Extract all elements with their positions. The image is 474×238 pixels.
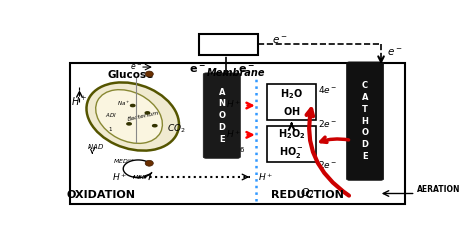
Text: $CO_2$: $CO_2$ [167, 122, 186, 135]
Ellipse shape [96, 90, 163, 143]
Text: $\mathbf{e^-}$: $\mathbf{e^-}$ [189, 63, 205, 75]
FancyBboxPatch shape [267, 84, 316, 120]
Text: $\mathbf{e^-}$: $\mathbf{e^-}$ [238, 63, 255, 75]
Text: $H^+$: $H^+$ [258, 171, 273, 183]
FancyBboxPatch shape [70, 63, 405, 204]
Text: $\mathbf{R_{ext}}$: $\mathbf{R_{ext}}$ [211, 37, 238, 52]
Text: $2e^-$: $2e^-$ [318, 118, 338, 129]
Text: OXIDATION: OXIDATION [67, 190, 136, 200]
Text: Membrane: Membrane [206, 69, 265, 79]
FancyBboxPatch shape [267, 126, 316, 162]
Text: A
N
O
D
E: A N O D E [219, 88, 225, 144]
Text: $NAD$: $NAD$ [87, 142, 104, 151]
Text: $e^-$: $e^-$ [272, 35, 287, 46]
FancyBboxPatch shape [203, 73, 240, 158]
Text: AERATION: AERATION [418, 185, 461, 194]
Text: $H^+$: $H^+$ [226, 99, 241, 110]
Circle shape [153, 124, 157, 127]
Ellipse shape [145, 71, 153, 77]
Text: Bacterium: Bacterium [128, 111, 160, 122]
Circle shape [127, 123, 131, 125]
Text: $O_2$: $O_2$ [300, 187, 315, 200]
Text: $e^-$: $e^-$ [130, 62, 143, 72]
Text: 6: 6 [239, 147, 244, 153]
Text: C
A
T
H
O
D
E: C A T H O D E [362, 81, 369, 161]
Ellipse shape [145, 160, 153, 166]
Text: $\mathbf{H_2O_2}$
$\mathbf{HO_2^-}$: $\mathbf{H_2O_2}$ $\mathbf{HO_2^-}$ [278, 128, 305, 160]
Text: $MED^+$: $MED^+$ [132, 174, 152, 182]
Text: $H^+$: $H^+$ [71, 95, 88, 109]
Circle shape [130, 104, 135, 107]
Text: $MED^{ox}$: $MED^{ox}$ [113, 157, 135, 165]
Text: $ADI$: $ADI$ [105, 111, 117, 119]
Text: $H^+$: $H^+$ [112, 171, 128, 183]
Text: Glucose: Glucose [108, 70, 154, 80]
Circle shape [145, 112, 150, 114]
FancyBboxPatch shape [346, 62, 383, 180]
FancyBboxPatch shape [199, 34, 258, 55]
Text: $1$: $1$ [108, 125, 113, 133]
Text: $4e^-$: $4e^-$ [318, 84, 338, 94]
Text: $2e^-$: $2e^-$ [318, 159, 338, 170]
Text: $e^-$: $e^-$ [387, 47, 402, 58]
Text: $\mathbf{H_2O}$
$\mathbf{OH}$: $\mathbf{H_2O}$ $\mathbf{OH}$ [280, 87, 303, 117]
Text: $H^+$: $H^+$ [226, 128, 241, 140]
Text: $Na^+$: $Na^+$ [117, 99, 130, 108]
Ellipse shape [86, 82, 179, 151]
Text: REDUCTION: REDUCTION [271, 190, 344, 200]
